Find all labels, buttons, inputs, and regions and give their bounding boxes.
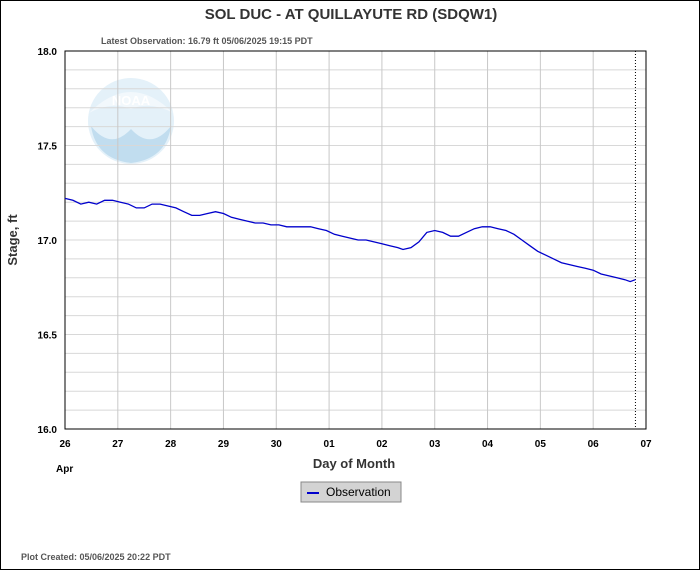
chart-title: SOL DUC - AT QUILLAYUTE RD (SDQW1) bbox=[205, 6, 498, 23]
plot-created-timestamp: Plot Created: 05/06/2025 20:22 PDT bbox=[21, 552, 171, 562]
x-axis-ticks: 26 27 28 29 30 01 02 03 04 05 06 07 bbox=[59, 439, 652, 450]
x-axis-month-label: Apr bbox=[56, 464, 73, 475]
x-tick-label: 07 bbox=[640, 439, 652, 450]
plot-border bbox=[64, 50, 647, 430]
x-tick-label: 01 bbox=[324, 439, 336, 450]
y-tick-label: 18.0 bbox=[38, 47, 58, 58]
x-tick-label: 27 bbox=[112, 439, 124, 450]
noaa-logo-text: NOAA bbox=[112, 93, 151, 108]
x-tick-label: 29 bbox=[218, 439, 230, 450]
legend-label-observation: Observation bbox=[326, 485, 391, 499]
grid-lines bbox=[65, 51, 646, 429]
legend: Observation bbox=[300, 481, 402, 503]
series-observation-line bbox=[64, 197, 636, 283]
y-tick-label: 17.5 bbox=[38, 142, 58, 153]
x-tick-label: 04 bbox=[482, 439, 494, 450]
x-tick-label: 05 bbox=[535, 439, 547, 450]
x-tick-label: 06 bbox=[588, 439, 600, 450]
y-tick-label: 17.0 bbox=[38, 236, 58, 247]
noaa-logo: NOAA bbox=[88, 78, 174, 164]
y-tick-label: 16.5 bbox=[38, 331, 58, 342]
chart-subtitle: Latest Observation: 16.79 ft 05/06/2025 … bbox=[101, 36, 313, 46]
x-axis-label: Day of Month bbox=[313, 456, 395, 471]
x-tick-label: 03 bbox=[429, 439, 441, 450]
legend-box bbox=[300, 481, 402, 503]
x-tick-label: 30 bbox=[271, 439, 283, 450]
x-tick-label: 26 bbox=[59, 439, 71, 450]
x-tick-label: 02 bbox=[376, 439, 388, 450]
y-tick-label: 16.0 bbox=[38, 425, 58, 436]
y-axis-ticks: 16.0 16.5 17.0 17.5 18.0 bbox=[38, 47, 58, 436]
y-axis-label: Stage, ft bbox=[5, 214, 20, 266]
x-tick-label: 28 bbox=[165, 439, 177, 450]
